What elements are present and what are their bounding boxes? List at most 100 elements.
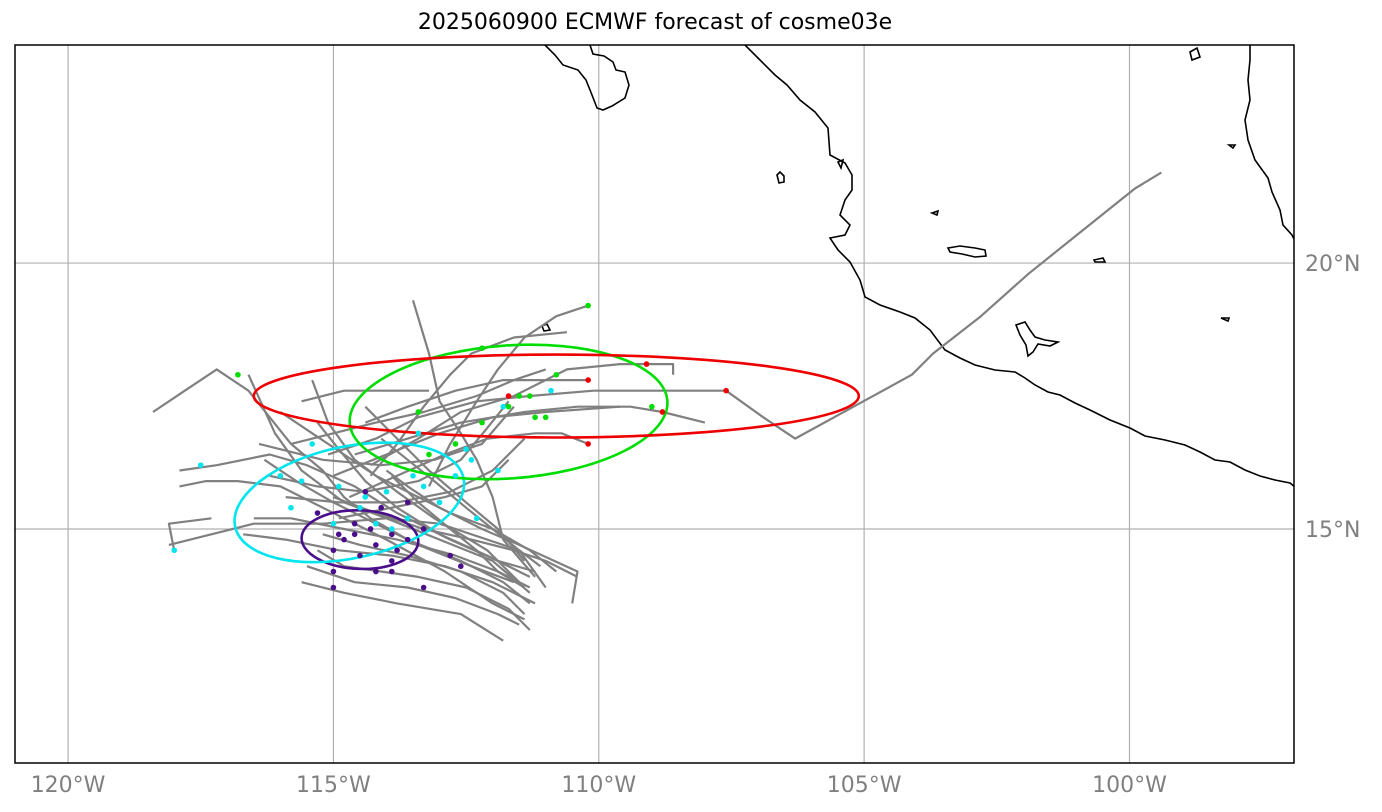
purple-point xyxy=(457,563,464,570)
cyan-point xyxy=(383,488,390,495)
cyan-point xyxy=(362,494,369,500)
track-line xyxy=(364,379,589,424)
purple-point xyxy=(351,531,358,538)
purple-point xyxy=(389,558,395,564)
track-line xyxy=(322,533,526,615)
purple-point xyxy=(378,504,384,511)
purple-point xyxy=(420,584,427,591)
cyan-point xyxy=(335,483,342,490)
cyan-point xyxy=(357,504,363,511)
red-ellipse xyxy=(252,353,861,439)
purple-point xyxy=(357,552,363,559)
purple-point xyxy=(389,568,395,575)
track-line xyxy=(391,475,526,589)
lon-tick-label: 100°W xyxy=(1092,773,1167,798)
track-line xyxy=(306,565,520,626)
track-line xyxy=(301,389,429,403)
island-6 xyxy=(929,209,940,217)
lon-tick-label: 110°W xyxy=(561,773,636,798)
red-point xyxy=(505,393,512,399)
green-point xyxy=(526,393,533,399)
cyan-point xyxy=(288,504,294,511)
green-point xyxy=(452,441,459,447)
track-line xyxy=(354,405,706,456)
purple-point xyxy=(330,547,337,554)
map-frame xyxy=(14,44,1295,764)
red-point xyxy=(723,387,729,394)
green-point xyxy=(649,403,655,410)
track-line xyxy=(364,405,526,562)
track-line xyxy=(243,533,536,605)
green-point xyxy=(415,409,422,415)
island-2 xyxy=(946,245,987,258)
track-line xyxy=(428,304,589,487)
green-point xyxy=(542,414,549,421)
purple-point xyxy=(404,536,411,543)
green-point xyxy=(532,414,538,421)
track-line xyxy=(333,496,578,578)
purple-point xyxy=(447,552,453,559)
cyan-point xyxy=(410,473,416,479)
purple-point xyxy=(420,526,427,532)
cyan-point xyxy=(473,515,480,522)
map-title: 2025060900 ECMWF forecast of cosme03e xyxy=(417,10,893,35)
track-line xyxy=(380,437,542,568)
purple-point xyxy=(330,568,337,575)
green-ellipse xyxy=(348,343,669,481)
track-line xyxy=(167,517,212,551)
cyan-point xyxy=(404,515,411,522)
cyan-point xyxy=(468,457,475,463)
cyan-point xyxy=(452,473,459,479)
purple-point xyxy=(373,568,379,575)
green-point xyxy=(479,345,485,351)
track-line xyxy=(301,581,504,642)
cyan-point xyxy=(500,403,507,410)
purple-point xyxy=(367,526,374,532)
ensemble-tracks xyxy=(152,171,1162,642)
island-3 xyxy=(1014,321,1061,358)
red-point xyxy=(643,361,650,367)
green-point xyxy=(553,371,560,378)
red-point xyxy=(585,441,591,447)
green-point xyxy=(479,419,485,426)
cyan-point xyxy=(415,430,422,437)
track-line xyxy=(316,421,531,578)
gridlines xyxy=(15,45,1294,763)
purple-point xyxy=(351,520,358,527)
track-line xyxy=(269,400,510,493)
cyan-point xyxy=(373,520,379,527)
island-8 xyxy=(1220,317,1231,323)
cyan-point xyxy=(277,473,284,479)
cyan-point xyxy=(436,499,443,506)
baja-california-coast xyxy=(544,45,630,111)
cyan-point xyxy=(171,547,178,554)
lat-tick-label: 20°N xyxy=(1305,252,1360,277)
green-point xyxy=(235,371,241,378)
island-1 xyxy=(776,170,785,184)
mexico-interior-coast xyxy=(1244,45,1294,241)
track-line xyxy=(385,469,579,604)
purple-point xyxy=(341,536,347,543)
island-9 xyxy=(1226,144,1237,150)
island-5 xyxy=(1189,46,1202,62)
green-point xyxy=(516,393,522,399)
cyan-point xyxy=(389,526,395,532)
purple-point xyxy=(373,542,379,548)
purple-ellipse xyxy=(300,509,420,571)
lon-tick-label: 120°W xyxy=(31,773,106,798)
cyan-point xyxy=(548,387,554,394)
axis-tick-labels: 120°W 115°W 110°W 105°W 100°W 15°N 20°N xyxy=(31,252,1361,798)
cyan-point xyxy=(330,520,337,527)
purple-point xyxy=(394,547,400,554)
lon-tick-label: 115°W xyxy=(296,773,371,798)
purple-point xyxy=(330,584,337,591)
cyan-point xyxy=(420,483,427,490)
green-point xyxy=(426,451,432,458)
cyan-point xyxy=(495,467,501,474)
green-point xyxy=(505,403,512,410)
forecast-points xyxy=(171,302,729,591)
island-10 xyxy=(836,158,845,171)
track-line xyxy=(327,171,1162,456)
purple-point xyxy=(314,510,321,516)
